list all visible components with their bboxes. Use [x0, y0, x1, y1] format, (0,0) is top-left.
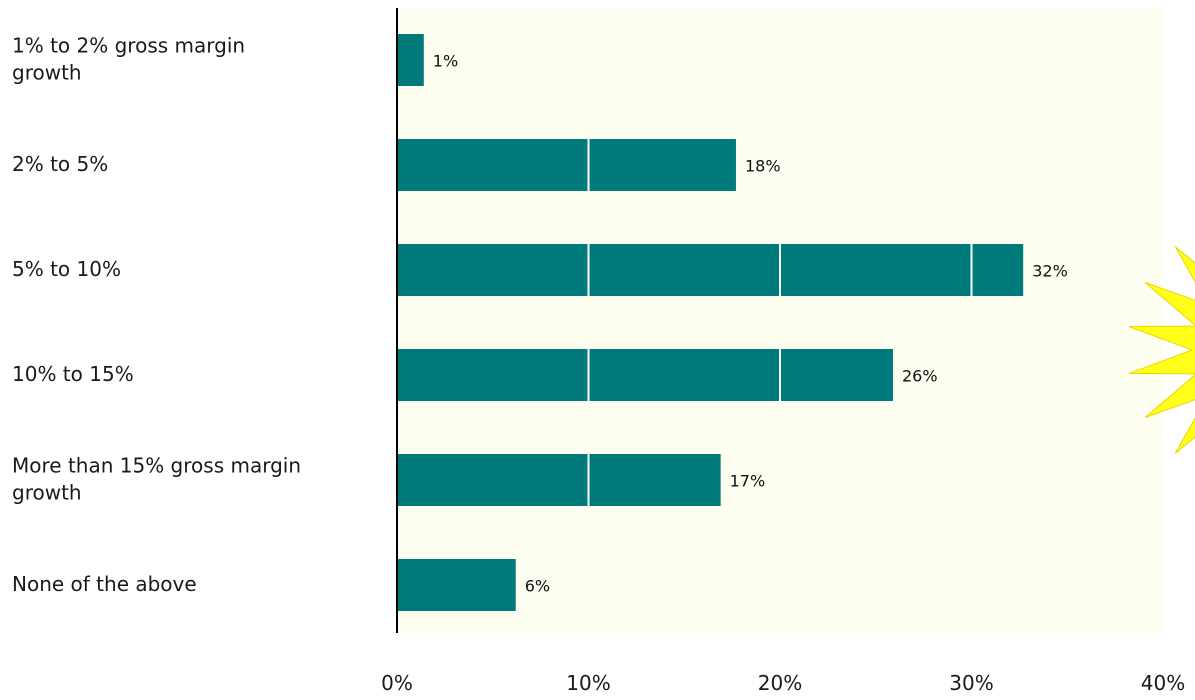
data-label: 6%: [525, 577, 550, 596]
bar-dividers: [587, 139, 973, 506]
data-label: 1%: [433, 52, 458, 71]
bars: [397, 34, 1024, 611]
category-label: 1% to 2% gross margin growth: [12, 33, 245, 84]
x-tick-label: 0%: [381, 671, 413, 695]
data-label: 18%: [745, 157, 781, 176]
bar: [397, 559, 516, 611]
category-labels: 1% to 2% gross margin growth 2% to 5% 5% to…: [12, 33, 301, 596]
x-tick-labels: 0% 10% 20% 30% 40%: [381, 671, 1185, 695]
category-label: 10% to 15%: [12, 362, 134, 386]
plot-background: [397, 8, 1163, 633]
bar: [397, 34, 424, 86]
category-label: 2% to 5%: [12, 152, 108, 176]
x-tick-label: 10%: [566, 671, 610, 695]
data-label: 17%: [730, 472, 766, 491]
x-tick-label: 40%: [1141, 671, 1185, 695]
category-label: More than 15% gross margin growth: [12, 453, 301, 504]
bar: [397, 454, 721, 506]
bar: [397, 349, 893, 401]
x-tick-label: 30%: [949, 671, 993, 695]
starburst-decoration: [1128, 246, 1195, 454]
category-label: 5% to 10%: [12, 257, 121, 281]
data-labels: 1% 18% 32% 26% 17% 6%: [433, 52, 1068, 596]
x-tick-label: 20%: [758, 671, 802, 695]
data-label: 26%: [902, 367, 938, 386]
bar: [397, 244, 1024, 296]
bar: [397, 139, 736, 191]
category-label: None of the above: [12, 572, 197, 596]
data-label: 32%: [1032, 262, 1068, 281]
